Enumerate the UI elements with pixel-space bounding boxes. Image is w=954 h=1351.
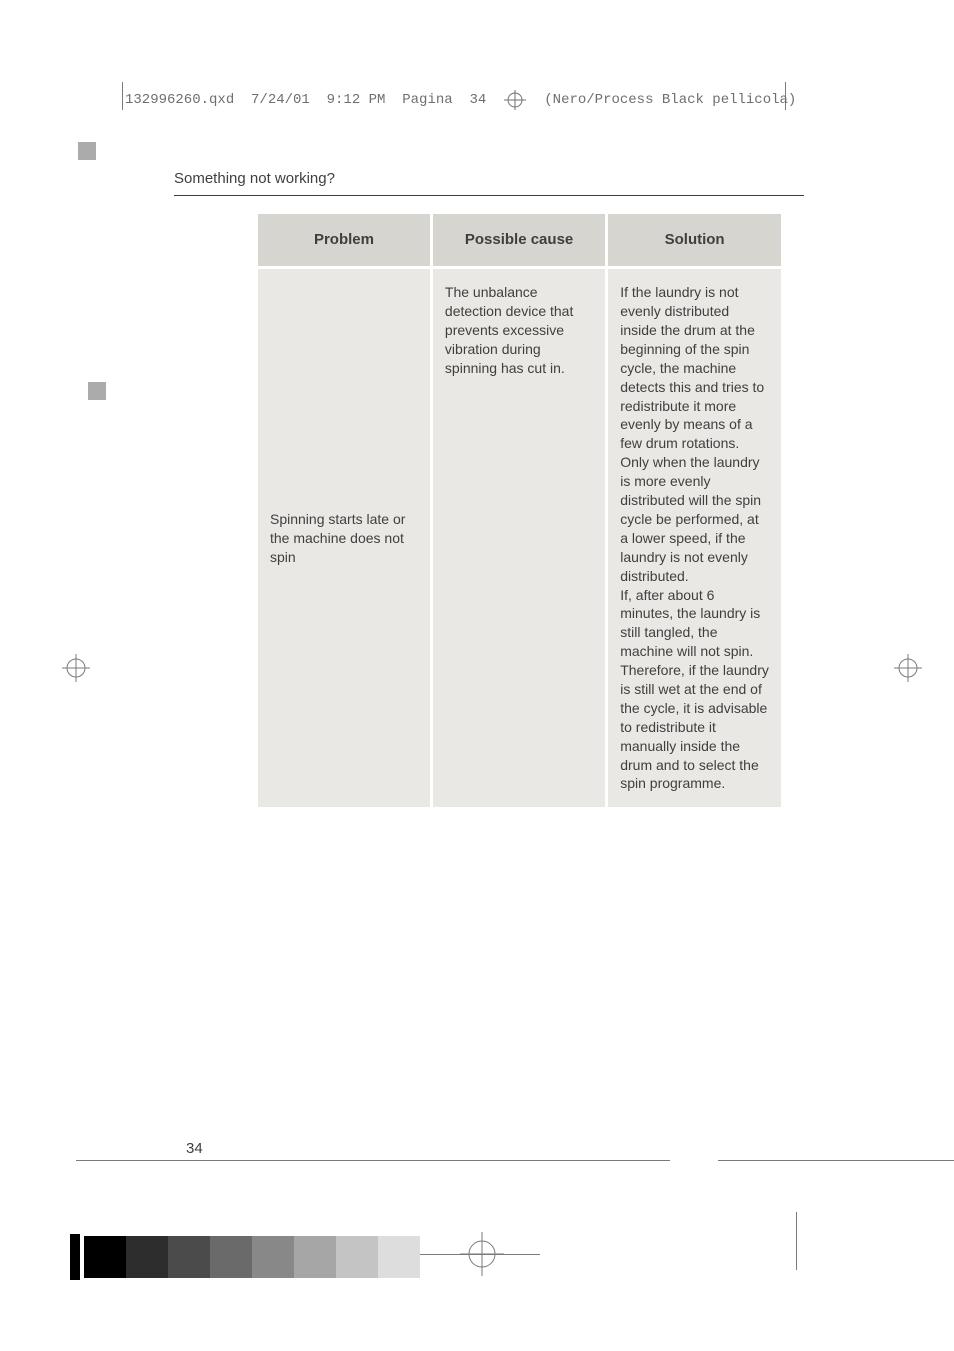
footer-rule — [76, 1160, 670, 1161]
registration-mark-icon — [502, 90, 528, 110]
swatch — [378, 1236, 420, 1278]
heading-rule — [174, 195, 804, 196]
grayscale-swatches — [84, 1236, 420, 1278]
problem-cell: Spinning starts late or the machine does… — [258, 269, 430, 807]
col-header-solution: Solution — [608, 214, 781, 266]
swatch — [84, 1236, 126, 1278]
swatch — [168, 1236, 210, 1278]
swatch — [252, 1236, 294, 1278]
swatch — [126, 1236, 168, 1278]
swatch — [210, 1236, 252, 1278]
crop-mark-icon — [62, 654, 90, 682]
table-row: Spinning starts late or the machine does… — [258, 269, 781, 807]
color-registration-bar — [70, 1234, 420, 1280]
section-heading: Something not working? — [174, 170, 335, 187]
crop-rule — [796, 1212, 797, 1270]
crop-rule — [122, 82, 123, 110]
margin-marker — [88, 382, 106, 400]
col-header-cause: Possible cause — [433, 214, 605, 266]
solution-cell: If the laundry is not evenly distributed… — [608, 269, 781, 807]
registration-bar — [70, 1234, 80, 1280]
col-header-problem: Problem — [258, 214, 430, 266]
margin-marker — [78, 142, 96, 160]
press-slug: 132996260.qxd 7/24/01 9:12 PM Pagina 34 … — [125, 90, 790, 110]
page-number: 34 — [186, 1140, 203, 1157]
registration-mark-icon — [456, 1228, 508, 1280]
footer-rule — [718, 1160, 954, 1161]
swatch — [336, 1236, 378, 1278]
crop-mark-icon — [894, 654, 922, 682]
swatch — [294, 1236, 336, 1278]
troubleshooting-table: Problem Possible cause Solution Spinning… — [255, 211, 784, 810]
slug-right: (Nero/Process Black pellicola) — [544, 92, 796, 108]
cause-cell: The unbalance detection device that prev… — [433, 269, 605, 807]
slug-left: 132996260.qxd 7/24/01 9:12 PM Pagina 34 — [125, 92, 486, 108]
